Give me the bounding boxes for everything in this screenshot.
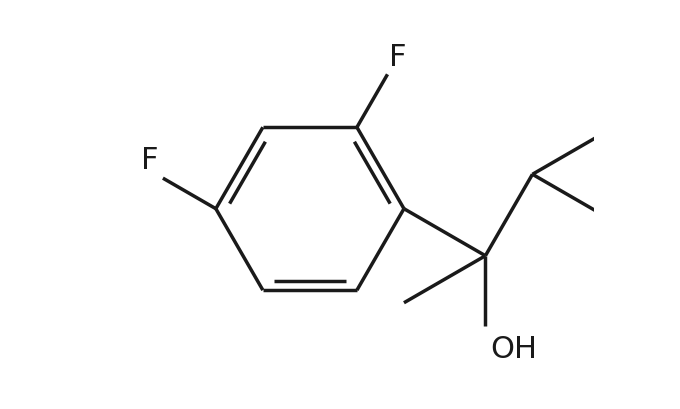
Text: F: F [390,43,407,71]
Text: OH: OH [490,334,537,363]
Text: F: F [141,146,158,175]
